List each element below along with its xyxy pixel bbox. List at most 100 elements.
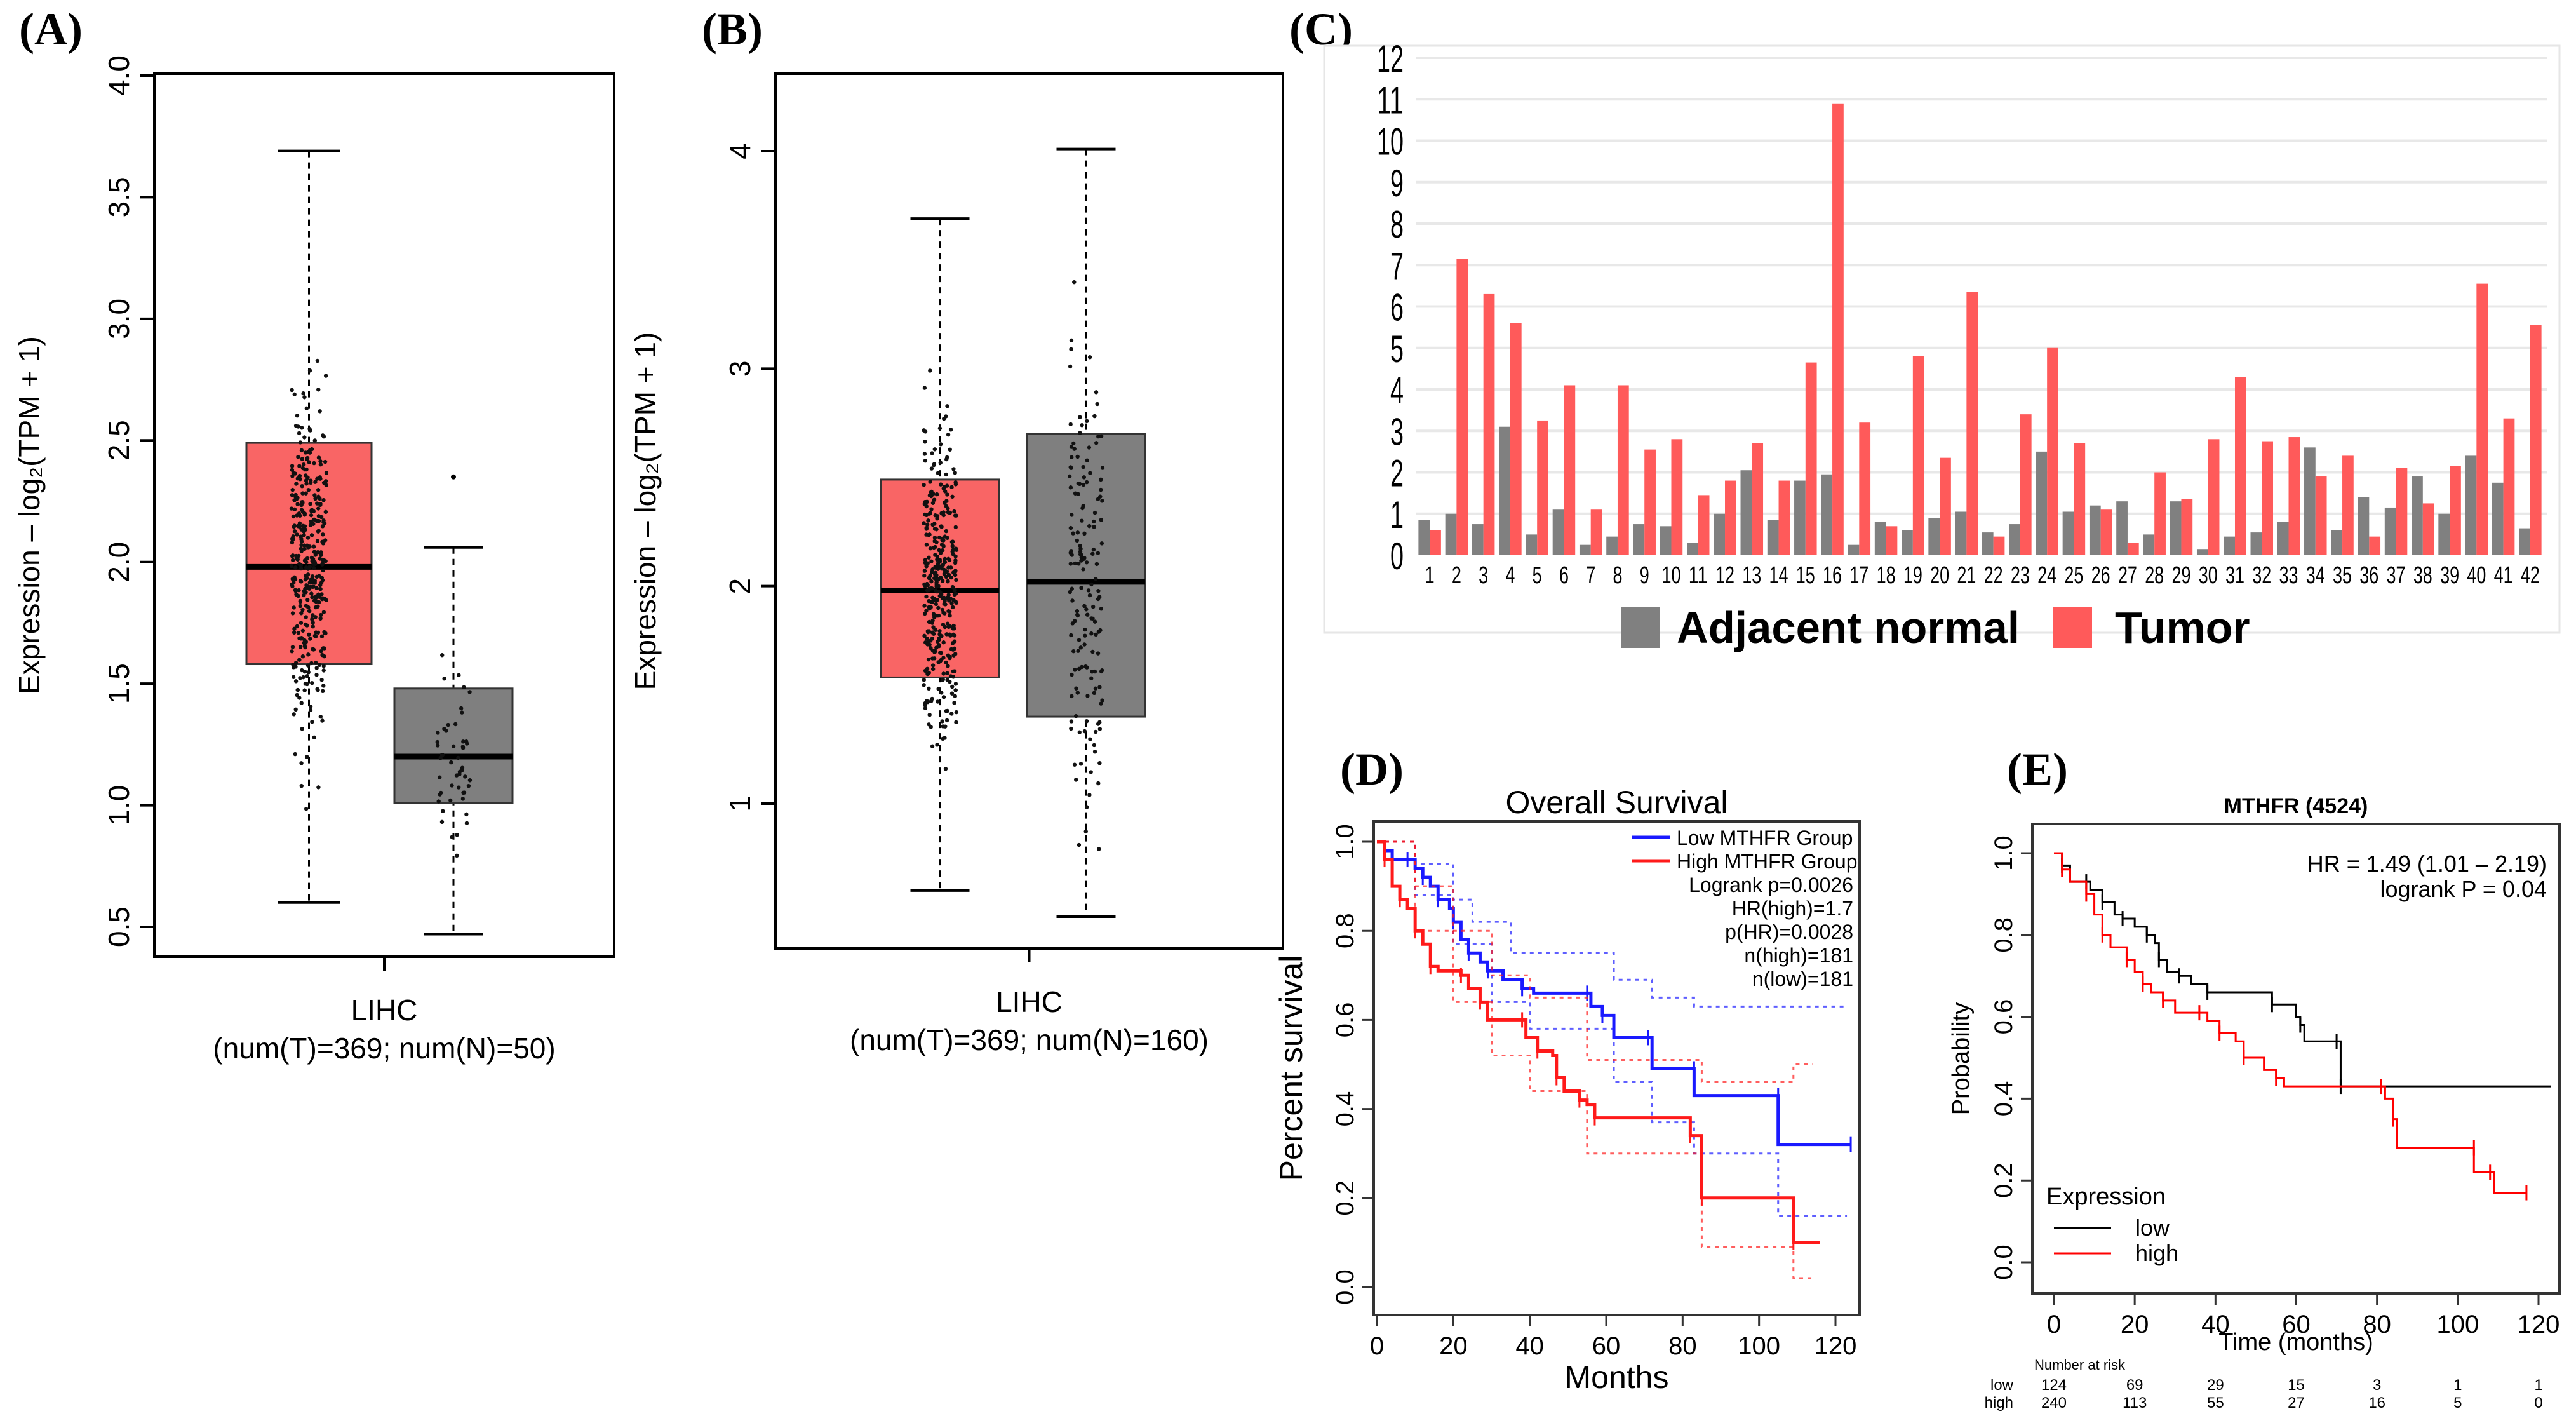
jitter-point [934, 540, 939, 544]
jitter-point [931, 612, 936, 616]
jitter-point [313, 553, 318, 557]
jitter-point [944, 499, 949, 503]
jitter-point [948, 447, 952, 452]
jitter-point [308, 708, 313, 712]
jitter-point [950, 605, 955, 610]
jitter-point [465, 741, 469, 746]
jitter-point [315, 539, 320, 543]
bar-tumor [1725, 480, 1736, 555]
jitter-point [941, 640, 946, 645]
jitter-point [305, 556, 310, 561]
jitter-point [1085, 419, 1089, 424]
jitter-point [441, 809, 445, 813]
jitter-point [319, 592, 324, 597]
risk-value: 15 [2288, 1377, 2305, 1394]
jitter-point [310, 680, 314, 685]
x-tick-label: 80 [1668, 1332, 1697, 1360]
jitter-point [319, 634, 325, 639]
jitter-point [321, 596, 325, 601]
jitter-point [940, 548, 945, 553]
jitter-point [1082, 604, 1087, 609]
stat-text: HR = 1.49 (1.01 – 2.19) [2307, 851, 2547, 877]
jitter-point [1068, 422, 1073, 427]
stat-text: logrank P = 0.04 [2380, 876, 2547, 902]
jitter-point [1089, 582, 1094, 587]
jitter-point [943, 724, 948, 729]
y-tick-label: 2 [1390, 452, 1404, 495]
jitter-point [321, 668, 326, 673]
jitter-point [292, 626, 297, 631]
jitter-point [1083, 829, 1088, 834]
jitter-point [300, 491, 305, 496]
jitter-point [1092, 749, 1097, 754]
jitter-point [922, 573, 927, 578]
y-tick-label: 1.5 [102, 663, 135, 704]
risk-value: 27 [2288, 1394, 2305, 1412]
jitter-point [1068, 525, 1073, 530]
jitter-point [944, 472, 948, 477]
jitter-point [290, 554, 295, 558]
bar-tumor [1430, 530, 1441, 555]
x-tick-label: 18 [1877, 562, 1896, 589]
jitter-point [1077, 842, 1082, 847]
jitter-point [317, 574, 321, 578]
jitter-point [953, 587, 957, 592]
jitter-point [460, 797, 466, 801]
jitter-point [314, 586, 319, 591]
x-tick-label: 12 [1715, 562, 1734, 589]
jitter-point [946, 624, 951, 630]
jitter-point [940, 678, 945, 683]
bar-tumor [2450, 466, 2461, 555]
jitter-point [319, 515, 324, 520]
jitter-point [1097, 847, 1101, 851]
jitter-point [305, 455, 310, 461]
jitter-point [934, 492, 939, 497]
jitter-point [929, 699, 934, 703]
jitter-point [322, 646, 326, 651]
jitter-point [316, 785, 321, 790]
jitter-point [927, 576, 932, 580]
x-tick-label: 60 [1592, 1332, 1621, 1360]
jitter-point [952, 509, 956, 514]
jitter-point [1083, 627, 1087, 632]
jitter-point [1078, 544, 1082, 548]
jitter-point [1073, 668, 1077, 672]
bar-tumor [2288, 437, 2300, 555]
jitter-point [307, 368, 312, 373]
jitter-point [945, 404, 949, 408]
jitter-point [467, 690, 472, 694]
jitter-point [930, 630, 935, 635]
jitter-point [1093, 729, 1098, 734]
jitter-point [302, 543, 307, 548]
risk-value: 240 [2041, 1394, 2067, 1412]
x-tick-label: 13 [1742, 562, 1761, 589]
jitter-point [301, 462, 306, 467]
jitter-point [952, 701, 956, 705]
bar-adjacent-normal [2089, 505, 2101, 555]
jitter-point [1075, 691, 1080, 695]
jitter-point [314, 599, 318, 604]
jitter-point [437, 775, 442, 779]
jitter-point [296, 455, 300, 459]
jitter-point [1097, 595, 1102, 599]
jitter-point [456, 755, 460, 760]
jitter-point [305, 682, 309, 687]
jitter-point [435, 739, 440, 745]
jitter-point [943, 602, 948, 607]
jitter-point [300, 509, 305, 515]
jitter-point [1077, 638, 1082, 642]
jitter-point [1072, 762, 1077, 767]
jitter-point [1073, 714, 1078, 718]
jitter-point [311, 624, 315, 629]
jitter-point [1097, 727, 1103, 731]
jitter-point [321, 684, 326, 688]
x-tick-label: 38 [2413, 562, 2432, 589]
jitter-point [941, 656, 946, 660]
legend-label-tumor: Tumor [2115, 603, 2250, 652]
panel-label-d: (D) [1340, 744, 1404, 795]
jitter-point [1100, 466, 1105, 470]
jitter-point [937, 629, 942, 633]
jitter-point [1085, 805, 1089, 809]
jitter-point [1097, 720, 1102, 725]
jitter-point [309, 513, 314, 518]
